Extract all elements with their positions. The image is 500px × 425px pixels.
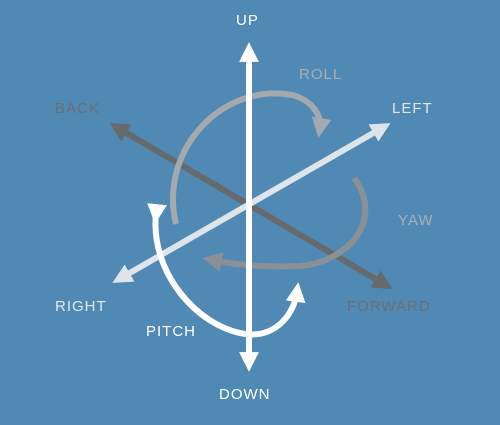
up-label: UP (236, 12, 259, 29)
yaw-label: YAW (398, 212, 434, 229)
back-label: BACK (55, 100, 100, 117)
roll-label: ROLL (299, 66, 343, 83)
yaw-arrow (202, 176, 369, 272)
down-label: DOWN (219, 386, 271, 403)
left-label: LEFT (392, 100, 433, 117)
forward-label: FORWARD (347, 298, 431, 315)
right-label: RIGHT (55, 298, 107, 315)
pitch-arrow (147, 203, 306, 338)
pitch-label: PITCH (146, 323, 196, 340)
